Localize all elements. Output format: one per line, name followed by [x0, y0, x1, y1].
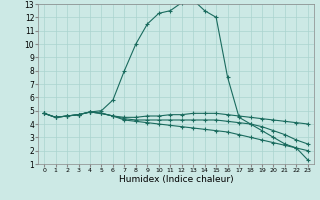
X-axis label: Humidex (Indice chaleur): Humidex (Indice chaleur) — [119, 175, 233, 184]
